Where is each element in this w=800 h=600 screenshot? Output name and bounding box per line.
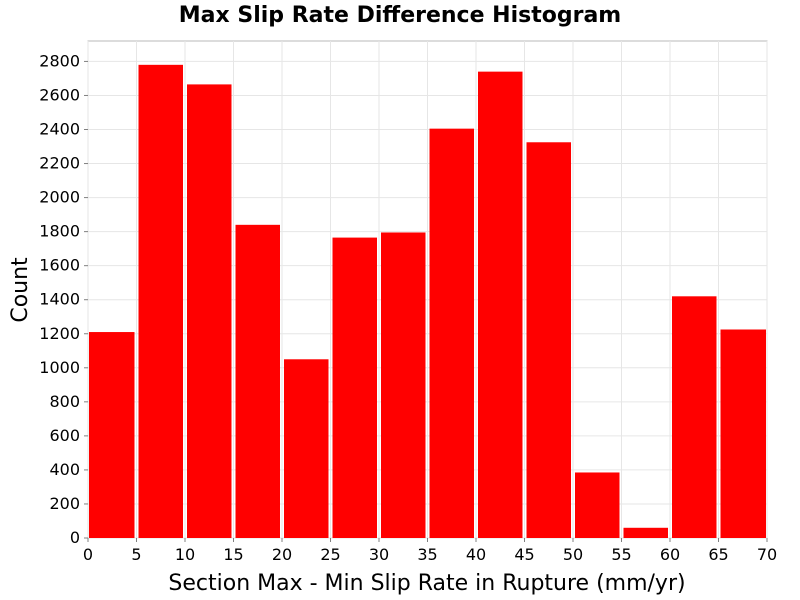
histogram-bar [623, 527, 668, 538]
y-tick-label: 600 [49, 426, 80, 445]
histogram-bar [332, 237, 377, 538]
x-tick-label: 55 [611, 545, 631, 564]
x-tick-label: 50 [563, 545, 583, 564]
histogram-bar [89, 332, 135, 538]
x-tick-label: 65 [708, 545, 728, 564]
y-tick-label: 1000 [39, 358, 80, 377]
x-tick-label: 10 [175, 545, 195, 564]
histogram-bar [672, 296, 717, 538]
histogram-bar [526, 142, 571, 538]
y-tick-label: 2200 [39, 154, 80, 173]
y-tick-label: 1400 [39, 290, 80, 309]
x-tick-label: 70 [757, 545, 777, 564]
histogram-bar [429, 128, 474, 538]
y-tick-label: 400 [49, 460, 80, 479]
x-tick-label: 60 [660, 545, 680, 564]
histogram-bar [478, 71, 523, 538]
y-tick-label: 0 [70, 528, 80, 547]
histogram-bar [235, 224, 280, 539]
x-tick-label: 40 [466, 545, 486, 564]
x-tick-label: 0 [83, 545, 93, 564]
x-tick-label: 20 [272, 545, 292, 564]
y-tick-label: 800 [49, 392, 80, 411]
histogram-bar [187, 84, 232, 538]
y-tick-label: 1200 [39, 324, 80, 343]
x-axis-label: Section Max - Min Slip Rate in Rupture (… [168, 571, 685, 596]
histogram-bar [138, 64, 183, 538]
y-axis-label: Count [8, 257, 33, 323]
y-tick-label: 1600 [39, 256, 80, 275]
histogram-bar [720, 329, 766, 538]
x-tick-label: 5 [131, 545, 141, 564]
x-tick-label: 45 [514, 545, 534, 564]
y-tick-label: 2600 [39, 85, 80, 104]
x-tick-label: 35 [417, 545, 437, 564]
y-tick-label: 200 [49, 494, 80, 513]
y-tick-label: 2400 [39, 120, 80, 139]
y-tick-label: 1800 [39, 222, 80, 241]
x-tick-label: 15 [223, 545, 243, 564]
y-tick-label: 2000 [39, 188, 80, 207]
x-tick-label: 25 [320, 545, 340, 564]
y-tick-label: 2800 [39, 51, 80, 70]
x-tick-label: 30 [369, 545, 389, 564]
histogram-bar [284, 359, 329, 538]
chart-title: Max Slip Rate Difference Histogram [179, 3, 621, 28]
histogram-bar [575, 472, 620, 538]
histogram-bar [381, 232, 426, 538]
